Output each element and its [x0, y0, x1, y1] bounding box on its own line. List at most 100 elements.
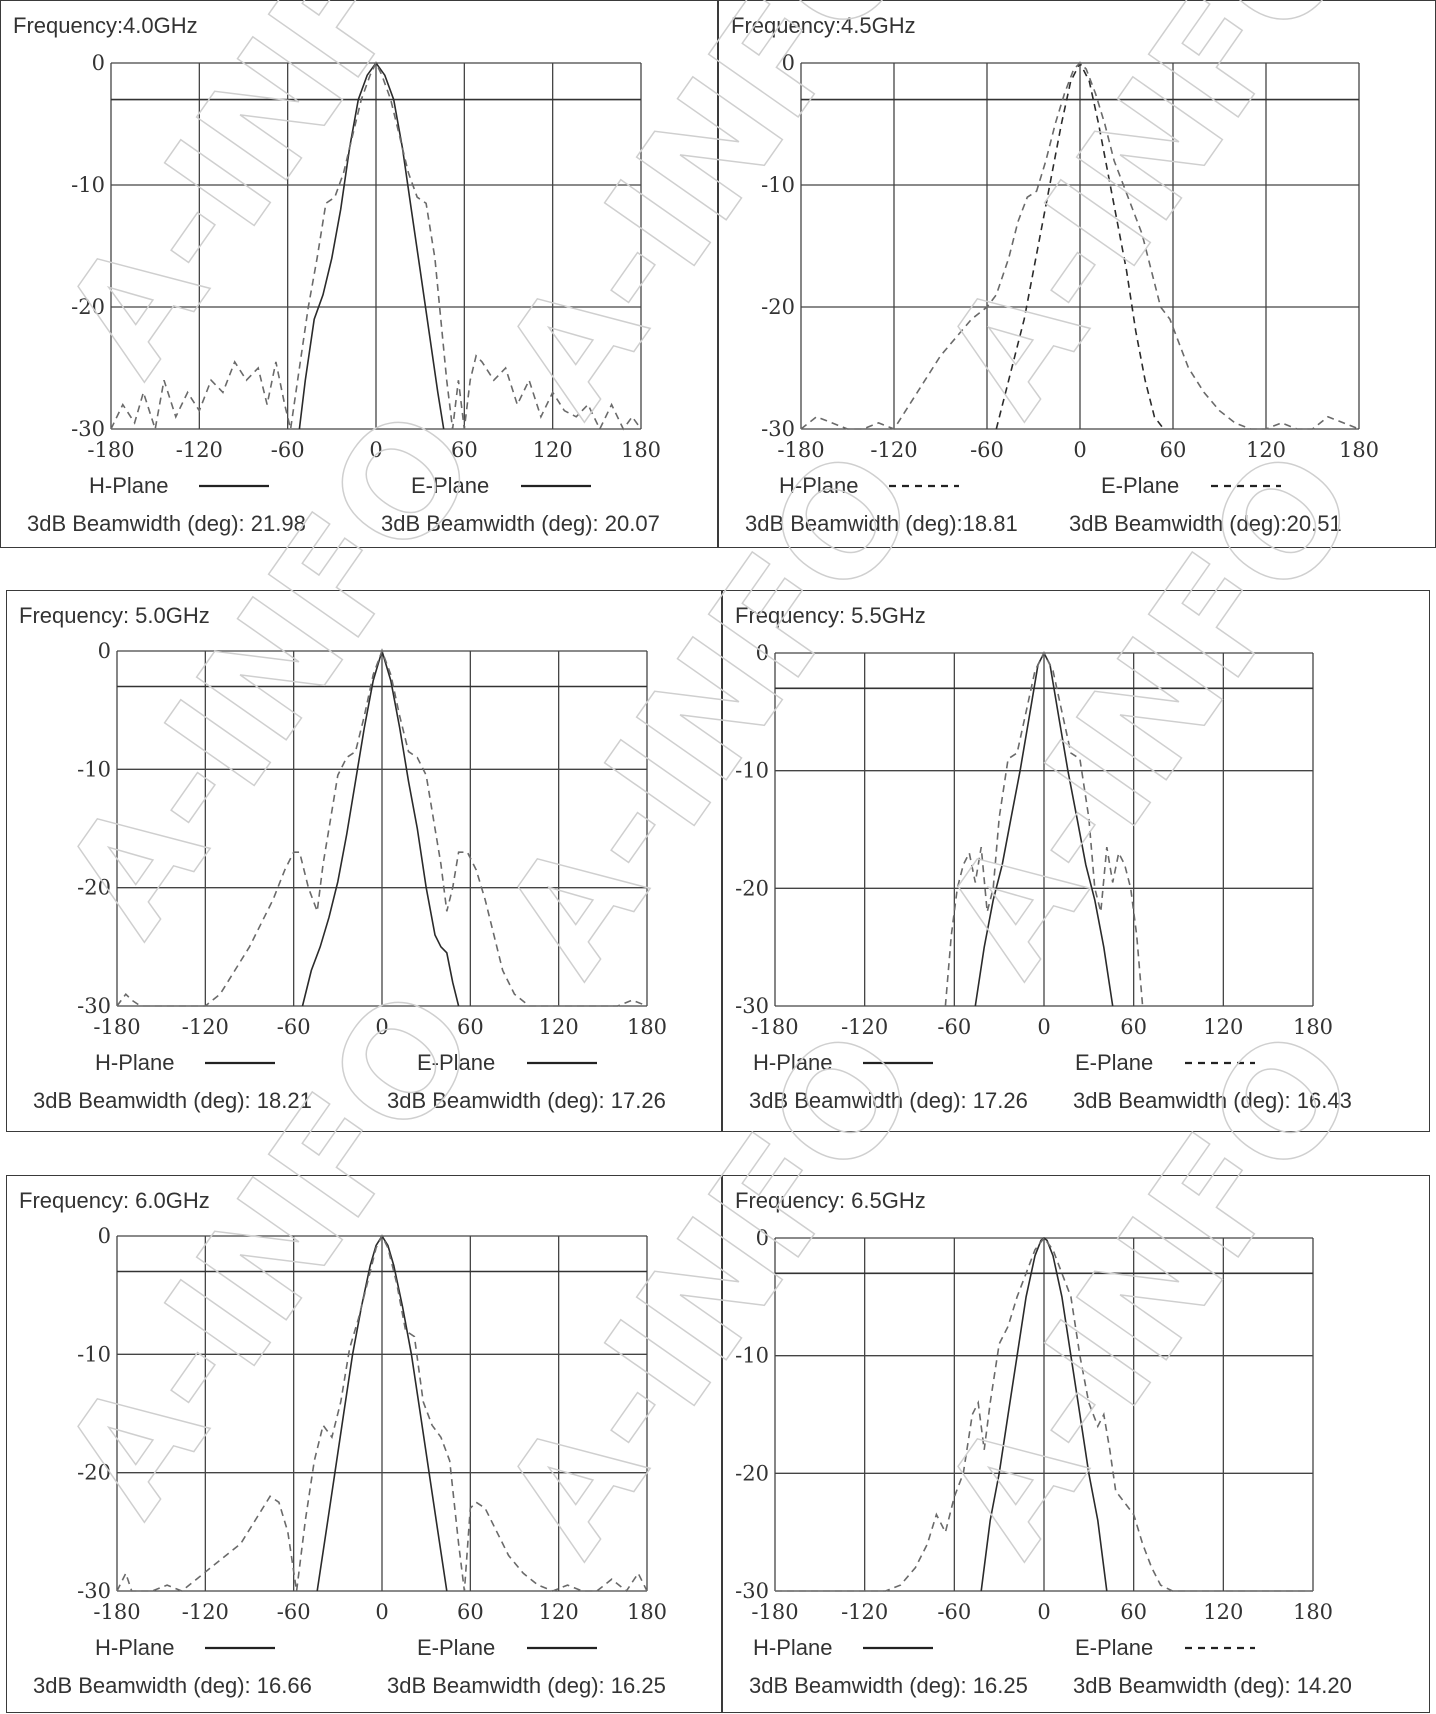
- x-tick-label: 180: [627, 1600, 667, 1624]
- radiation-pattern-plot: -180 -120 -60 0 60 120 180 0 -10 -20 -30 H-Plane E-P…: [735, 1226, 1333, 1660]
- x-tick-label: 0: [375, 1015, 388, 1039]
- e-plane-curve: [110, 61, 642, 431]
- frequency-title: Frequency: 5.0GHz: [19, 603, 210, 628]
- e-plane-beamwidth: 3dB Beamwidth (deg): 16.25: [387, 1673, 666, 1698]
- radiation-pattern-plot: -180 -120 -60 0 60 120 180 0 -10 -20 -30 H-Plane E-P…: [71, 51, 661, 498]
- x-tick-label: -180: [93, 1015, 140, 1039]
- h-plane-legend-label: H-Plane: [95, 1635, 174, 1660]
- x-tick-label: -60: [937, 1015, 971, 1039]
- x-tick-label: -120: [841, 1600, 888, 1624]
- y-tick-label: -10: [71, 173, 105, 197]
- y-tick-label: -20: [71, 295, 105, 319]
- e-plane-legend-label: E-Plane: [1075, 1050, 1153, 1075]
- e-plane-legend-label: E-Plane: [417, 1635, 495, 1660]
- y-tick-label: -30: [71, 417, 105, 441]
- frequency-title: Frequency: 6.0GHz: [19, 1188, 210, 1213]
- x-tick-label: 60: [1120, 1015, 1147, 1039]
- h-plane-beamwidth: 3dB Beamwidth (deg): 16.25: [749, 1673, 1028, 1698]
- y-tick-label: -20: [735, 876, 769, 900]
- h-plane-legend-label: H-Plane: [753, 1635, 832, 1660]
- y-tick-label: 0: [756, 641, 769, 665]
- x-tick-label: 60: [457, 1600, 484, 1624]
- x-tick-label: -60: [277, 1600, 311, 1624]
- x-tick-label: 0: [1073, 438, 1086, 462]
- x-tick-label: -120: [870, 438, 917, 462]
- h-plane-beamwidth: 3dB Beamwidth (deg): 18.21: [33, 1088, 312, 1113]
- x-tick-label: 60: [1120, 1600, 1147, 1624]
- y-tick-label: -20: [735, 1461, 769, 1485]
- y-tick-label: -10: [77, 757, 111, 781]
- x-tick-label: 120: [1246, 438, 1286, 462]
- y-tick-label: -20: [77, 876, 111, 900]
- x-tick-label: 120: [539, 1600, 579, 1624]
- x-tick-label: 120: [1203, 1015, 1243, 1039]
- y-tick-label: -10: [77, 1342, 111, 1366]
- chart-panel-4: Frequency: 5.5GHz -180 -120 -60 0 60 120 180 0 -1…: [722, 590, 1430, 1132]
- x-tick-label: 0: [1037, 1015, 1050, 1039]
- x-tick-label: -180: [93, 1600, 140, 1624]
- y-tick-label: -10: [735, 759, 769, 783]
- y-tick-label: 0: [782, 51, 795, 75]
- x-tick-label: 60: [1160, 438, 1187, 462]
- e-plane-beamwidth: 3dB Beamwidth (deg):20.51: [1069, 511, 1342, 536]
- frequency-title: Frequency: 6.5GHz: [735, 1188, 926, 1213]
- x-tick-label: 0: [1037, 1600, 1050, 1624]
- e-plane-beamwidth: 3dB Beamwidth (deg): 16.43: [1073, 1088, 1352, 1113]
- x-tick-label: 180: [1339, 438, 1379, 462]
- x-tick-label: -120: [841, 1015, 888, 1039]
- radiation-pattern-plot: -180 -120 -60 0 60 120 180 0 -10 -20 -30 H-Plane E-P…: [77, 1224, 667, 1660]
- h-plane-beamwidth: 3dB Beamwidth (deg): 17.26: [749, 1088, 1028, 1113]
- chart-panel-1: Frequency:4.0GHz -180 -120 -60 0 60 120 180 0 -10…: [0, 0, 718, 548]
- e-plane-curve: [116, 648, 648, 1007]
- y-tick-label: 0: [98, 1224, 111, 1248]
- x-tick-label: 180: [1293, 1015, 1333, 1039]
- chart-panel-6: Frequency: 6.5GHz -180 -120 -60 0 60 120 180 0 -1…: [722, 1175, 1430, 1713]
- y-tick-label: -30: [735, 1579, 769, 1603]
- e-plane-beamwidth: 3dB Beamwidth (deg): 17.26: [387, 1088, 666, 1113]
- e-plane-legend-label: E-Plane: [1101, 473, 1179, 498]
- h-plane-beamwidth: 3dB Beamwidth (deg): 16.66: [33, 1673, 312, 1698]
- x-tick-label: -180: [777, 438, 824, 462]
- y-tick-label: 0: [92, 51, 105, 75]
- e-plane-curve: [116, 1234, 648, 1593]
- x-tick-label: -120: [176, 438, 223, 462]
- x-tick-label: -180: [751, 1600, 798, 1624]
- chart-panel-2: Frequency:4.5GHz -180 -120 -60 0 60 120 180 0 -10…: [718, 0, 1436, 548]
- frequency-title: Frequency:4.5GHz: [731, 13, 916, 38]
- h-plane-beamwidth: 3dB Beamwidth (deg):18.81: [745, 511, 1018, 536]
- h-plane-curve: [298, 61, 445, 430]
- frequency-title: Frequency:4.0GHz: [13, 13, 198, 38]
- h-plane-legend-label: H-Plane: [95, 1050, 174, 1075]
- y-tick-label: -30: [77, 1579, 111, 1603]
- x-tick-label: 120: [533, 438, 573, 462]
- h-plane-legend-label: H-Plane: [89, 473, 168, 498]
- x-tick-label: -60: [277, 1015, 311, 1039]
- y-tick-label: -30: [77, 994, 111, 1018]
- x-tick-label: 180: [1293, 1600, 1333, 1624]
- h-plane-legend-label: H-Plane: [753, 1050, 832, 1075]
- radiation-pattern-plot: -180 -120 -60 0 60 120 180 0 -10 -20 -30 H-Plane E-P…: [735, 641, 1333, 1075]
- e-plane-beamwidth: 3dB Beamwidth (deg): 14.20: [1073, 1673, 1352, 1698]
- radiation-pattern-plot: -180 -120 -60 0 60 120 180 0 -10 -20 -30 H-Plane E-P…: [77, 639, 667, 1075]
- e-plane-beamwidth: 3dB Beamwidth (deg): 20.07: [381, 511, 660, 536]
- h-plane-curve: [980, 1236, 1108, 1592]
- y-tick-label: -20: [77, 1461, 111, 1485]
- y-tick-label: -20: [761, 295, 795, 319]
- x-tick-label: 120: [539, 1015, 579, 1039]
- x-tick-label: -60: [271, 438, 305, 462]
- x-tick-label: 60: [457, 1015, 484, 1039]
- x-tick-label: -120: [182, 1600, 229, 1624]
- chart-panel-5: Frequency: 6.0GHz -180 -120 -60 0 60 120 180 0 -1…: [6, 1175, 722, 1713]
- y-tick-label: -30: [761, 417, 795, 441]
- chart-panel-3: Frequency: 5.0GHz -180 -120 -60 0 60 120 180 0 -1…: [6, 590, 722, 1132]
- x-tick-label: 0: [369, 438, 382, 462]
- x-tick-label: 60: [451, 438, 478, 462]
- y-tick-label: 0: [756, 1226, 769, 1250]
- x-tick-label: 180: [627, 1015, 667, 1039]
- e-plane-legend-label: E-Plane: [411, 473, 489, 498]
- x-tick-label: 120: [1203, 1600, 1243, 1624]
- x-tick-label: -60: [970, 438, 1004, 462]
- h-plane-curve: [301, 648, 460, 1007]
- radiation-pattern-plot: -180 -120 -60 0 60 120 180 0 -10 -20 -30 H-Plane E-P…: [761, 51, 1379, 498]
- e-plane-curve: [800, 61, 1360, 430]
